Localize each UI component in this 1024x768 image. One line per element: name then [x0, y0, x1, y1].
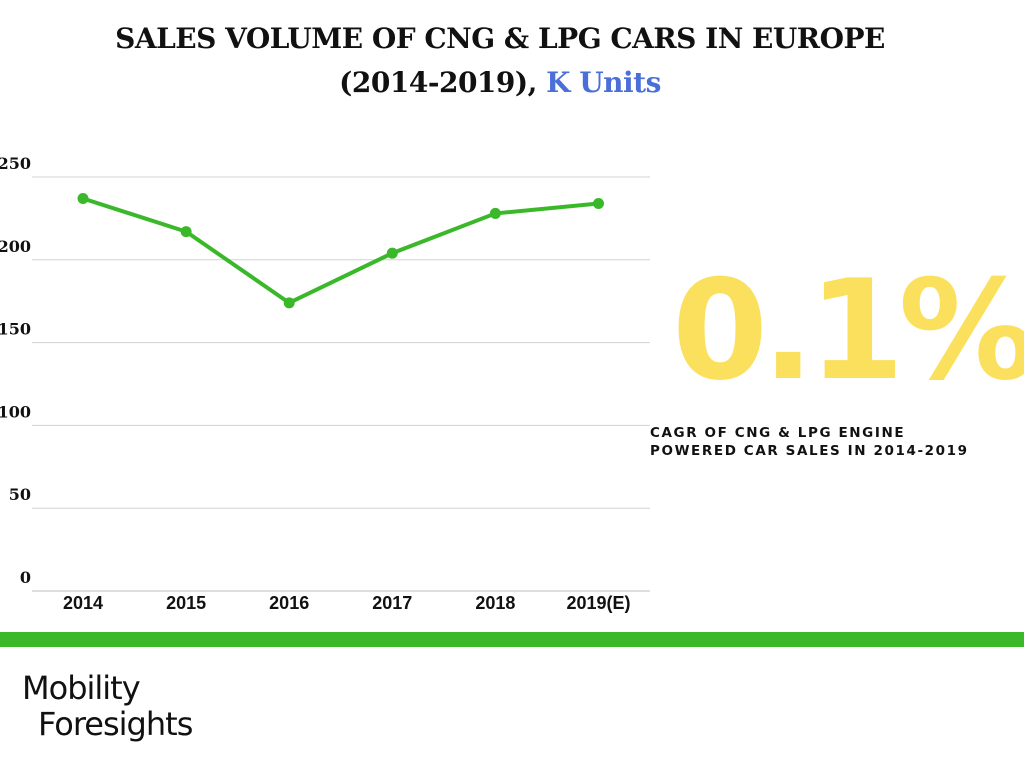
x-tick-label: 2018 — [475, 593, 515, 613]
y-tick-label: 50 — [9, 485, 31, 504]
y-tick-label: 200 — [0, 237, 31, 256]
mobility-foresights-logo: Mobility Foresights — [22, 669, 193, 743]
y-axis-ticks: 0 50 100 150 200 250 — [0, 154, 31, 587]
data-point — [283, 297, 295, 309]
data-point — [77, 193, 89, 205]
x-tick-label: 2019(E) — [566, 593, 630, 613]
x-tick-label: 2014 — [63, 593, 103, 613]
series-line-path — [81, 196, 601, 305]
x-tick-label: 2017 — [372, 593, 412, 613]
logo-line1: Mobility — [22, 669, 141, 707]
y-tick-label: 0 — [20, 568, 31, 587]
x-axis-ticks: 2014 2015 2016 2017 2018 2019(E) — [63, 593, 631, 613]
logo-line2: Foresights — [38, 705, 193, 743]
gridlines — [32, 176, 650, 592]
chart-title-years: (2014-2019), — [339, 66, 547, 99]
data-point — [593, 197, 604, 209]
data-point — [489, 207, 501, 219]
data-point — [180, 226, 192, 238]
footer-green-bar — [0, 632, 1024, 647]
cagr-caption: CAGR OF CNG & LPG ENGINE POWERED CAR SAL… — [650, 424, 969, 460]
chart-title-line2: (2014-2019), K Units — [0, 66, 1000, 99]
series-line — [77, 193, 604, 309]
y-tick-label: 250 — [0, 154, 31, 173]
chart-unit-label: K Units — [546, 66, 661, 99]
cagr-value: 0.1% — [672, 250, 1024, 411]
x-tick-label: 2015 — [166, 593, 206, 613]
cagr-caption-line2: POWERED CAR SALES IN 2014-2019 — [650, 443, 969, 459]
y-tick-label: 150 — [0, 320, 31, 339]
line-chart: 0 50 100 150 200 250 2014 2015 2016 2017 2018 2019… — [0, 154, 650, 613]
y-tick-label: 100 — [0, 402, 31, 421]
x-tick-label: 2016 — [269, 593, 309, 613]
data-point — [386, 247, 398, 259]
chart-title-line1: SALES VOLUME OF CNG & LPG CARS IN EUROPE — [115, 22, 885, 55]
cagr-caption-line1: CAGR OF CNG & LPG ENGINE — [650, 425, 906, 441]
